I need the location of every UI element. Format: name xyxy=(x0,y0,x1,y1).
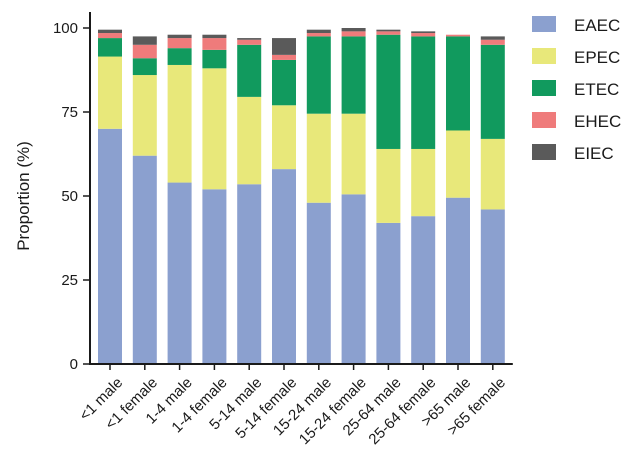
y-axis-title: Proportion (%) xyxy=(14,141,33,251)
bar-segment-eaec-2 xyxy=(167,182,192,364)
bar-segment-eaec-4 xyxy=(237,184,262,364)
bar-segment-ehec-4 xyxy=(237,39,262,45)
bar-segment-ehec-0 xyxy=(98,33,122,39)
bar-segment-etec-3 xyxy=(202,49,227,69)
bar-segment-ehec-6 xyxy=(306,33,331,37)
bar-segment-etec-2 xyxy=(167,48,192,65)
bar-segment-eiec-7 xyxy=(341,28,366,32)
bar-segment-epec-7 xyxy=(341,113,366,195)
bar-segment-eiec-2 xyxy=(167,34,192,39)
y-tick-label-4: 100 xyxy=(53,20,78,37)
legend-swatch-etec xyxy=(532,80,556,96)
bar-segment-etec-4 xyxy=(237,44,262,97)
bar-segment-eaec-6 xyxy=(306,202,331,364)
bar-segment-eiec-9 xyxy=(411,31,436,34)
bar-segment-eaec-8 xyxy=(376,222,401,364)
bar-segment-etec-7 xyxy=(341,36,366,114)
bar-segment-epec-9 xyxy=(411,148,436,217)
bars-layer xyxy=(98,28,505,364)
bar-segment-etec-11 xyxy=(480,44,505,139)
legend-swatch-ehec xyxy=(532,112,556,128)
bar-segment-epec-6 xyxy=(306,113,331,203)
bar-segment-ehec-5 xyxy=(272,54,296,60)
bar-segment-epec-11 xyxy=(480,138,505,210)
bar-segment-etec-5 xyxy=(272,59,296,106)
bar-segment-eaec-10 xyxy=(446,197,470,364)
bar-segment-epec-5 xyxy=(272,105,296,170)
bar-segment-etec-0 xyxy=(98,38,122,57)
legend-label-ehec: EHEC xyxy=(574,112,621,131)
bar-segment-eaec-7 xyxy=(341,194,366,364)
bar-segment-ehec-7 xyxy=(341,31,366,37)
bar-segment-ehec-11 xyxy=(480,39,505,45)
bar-segment-epec-8 xyxy=(376,148,401,223)
bar-segment-ehec-9 xyxy=(411,33,436,37)
bar-segment-eaec-9 xyxy=(411,216,436,364)
bar-segment-eaec-5 xyxy=(272,169,296,364)
bar-segment-epec-2 xyxy=(167,64,192,183)
bar-segment-eiec-8 xyxy=(376,29,401,32)
bar-segment-eaec-1 xyxy=(132,155,157,364)
y-tick-label-3: 75 xyxy=(61,104,78,121)
legend-swatch-eaec xyxy=(532,16,556,32)
y-tick-label-2: 50 xyxy=(61,188,78,205)
y-tick-label-1: 25 xyxy=(61,272,78,289)
bar-segment-epec-10 xyxy=(446,130,470,198)
bar-segment-ehec-10 xyxy=(446,34,470,37)
bar-segment-ehec-8 xyxy=(376,31,401,35)
bar-segment-etec-9 xyxy=(411,36,436,149)
y-tick-label-0: 0 xyxy=(70,356,78,373)
bar-segment-etec-8 xyxy=(376,34,401,149)
bar-segment-epec-1 xyxy=(132,75,157,156)
legend-label-epec: EPEC xyxy=(574,48,620,67)
bar-segment-epec-4 xyxy=(237,96,262,185)
bar-segment-etec-10 xyxy=(446,36,470,131)
bar-segment-ehec-2 xyxy=(167,38,192,49)
bar-segment-eiec-6 xyxy=(306,29,331,34)
bar-segment-ehec-1 xyxy=(132,44,157,59)
bar-segment-epec-0 xyxy=(98,56,122,129)
bar-segment-etec-6 xyxy=(306,36,331,114)
legend-label-eiec: EIEC xyxy=(574,144,614,163)
legend-swatch-epec xyxy=(532,48,556,64)
legend-label-eaec: EAEC xyxy=(574,16,620,35)
bar-segment-epec-3 xyxy=(202,68,227,190)
legend-label-etec: ETEC xyxy=(574,80,619,99)
bar-segment-eaec-3 xyxy=(202,189,227,364)
bar-segment-eaec-0 xyxy=(98,128,122,364)
bar-segment-eiec-11 xyxy=(480,36,505,40)
bar-segment-eiec-0 xyxy=(98,29,122,34)
legend-swatch-eiec xyxy=(532,144,556,160)
bar-segment-ehec-3 xyxy=(202,38,227,50)
bar-segment-eiec-3 xyxy=(202,34,227,39)
legend: EAEC EPEC ETEC EHEC EIEC xyxy=(532,16,621,163)
bar-segment-eiec-5 xyxy=(272,38,296,55)
bar-segment-eiec-4 xyxy=(237,38,262,40)
bar-segment-eaec-11 xyxy=(480,209,505,364)
bar-segment-eiec-1 xyxy=(132,36,157,45)
bar-segment-etec-1 xyxy=(132,58,157,76)
